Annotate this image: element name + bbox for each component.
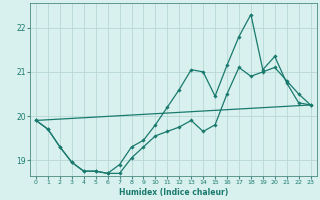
X-axis label: Humidex (Indice chaleur): Humidex (Indice chaleur) [119, 188, 228, 197]
